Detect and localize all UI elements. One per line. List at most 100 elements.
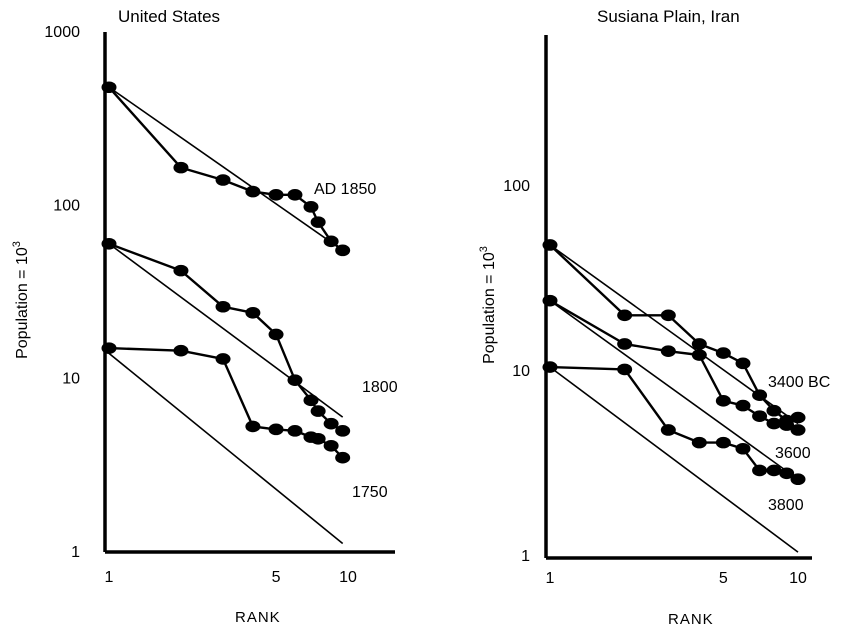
series-susiana-plain [542,239,806,553]
data-point [101,342,117,354]
data-point [215,353,231,365]
data-point [542,361,558,373]
rank-size-line [549,300,799,480]
data-point [790,411,806,424]
data-point [323,235,339,248]
data-point [323,439,339,452]
data-point [245,306,261,319]
data-point [790,473,806,486]
chart-title-united-states: United States [118,7,220,26]
y-tick-label: 100 [503,178,530,195]
data-point [735,442,751,455]
data-point [215,174,231,186]
series-label-3800: 3800 [768,497,804,514]
x-tick-label: 10 [339,569,357,586]
data-point [790,424,806,436]
series-label-3400-bc: 3400 BC [768,374,830,391]
x-tick-label: 1 [105,569,114,586]
x-tick-label: 1 [546,570,555,587]
x-tick-label: 5 [272,569,281,586]
data-point [245,420,261,433]
y-tick-label: 1 [521,548,530,565]
data-point [766,464,782,477]
rank-size-line [108,352,344,545]
data-point [766,417,782,430]
data-point [752,410,768,422]
data-point [173,161,189,174]
data-point [215,300,231,313]
series-label-1750: 1750 [352,484,388,501]
data-point [691,338,707,350]
rank-size-line [549,366,799,553]
data-point [101,237,117,250]
series-line [108,346,344,459]
y-tick-label: 1000 [44,24,80,41]
data-point [310,432,326,445]
data-point [691,436,707,449]
data-point [287,425,303,437]
y-tick-labels-united-states: 1 10 100 1000 [44,24,80,561]
data-point [542,239,558,251]
data-point [715,436,731,449]
series-label-ad-1850: AD 1850 [314,181,376,198]
y-axis-label-main: Population = 10 [14,247,31,359]
data-point [335,451,351,464]
series-label-3600: 3600 [775,445,811,462]
data-point [268,328,284,341]
rank-size-line [108,243,344,418]
data-point [268,189,284,201]
panel-susiana-plain: Susiana Plain, Iran 1 10 100 1 5 10 RANK Pop… [478,7,830,628]
data-point [715,395,731,407]
y-tick-label: 100 [53,197,80,214]
data-point [310,216,326,228]
data-point [335,425,351,437]
series-line [549,365,799,481]
data-point [779,419,795,431]
data-point [617,363,633,376]
y-tick-label: 10 [62,371,80,388]
data-point [617,309,633,322]
data-point [287,374,303,386]
data-point [303,394,319,407]
series-line [549,244,799,422]
data-point [245,185,261,198]
data-point [660,309,676,322]
rank-size-line [108,86,344,251]
data-point [766,404,782,417]
data-point [101,81,117,94]
series-line [108,86,344,252]
data-point [660,345,676,357]
y-axis-label-superscript: 3 [478,246,490,252]
y-axis-label-main: Population = 10 [481,252,498,364]
data-point [735,399,751,412]
y-tick-labels-susiana-plain: 1 10 100 [503,178,530,565]
x-tick-labels-susiana-plain: 1 5 10 [546,570,807,587]
x-tick-labels-united-states: 1 5 10 [105,569,357,586]
data-point [715,347,731,359]
data-point [173,264,189,277]
y-axis-label-superscript: 3 [11,241,23,247]
series-line [108,242,344,432]
y-axis-label-susiana-plain: Population = 103 [478,246,498,364]
data-point [310,405,326,417]
data-point [303,201,319,213]
y-tick-label: 10 [512,363,530,380]
data-point [779,467,795,480]
data-point [691,349,707,361]
data-point [542,294,558,307]
data-point [752,389,768,401]
data-point [287,189,303,201]
x-axis-label-susiana-plain: RANK [668,611,714,628]
x-tick-label: 10 [789,570,807,587]
data-point [660,424,676,436]
series-label-1800: 1800 [362,379,398,396]
data-point [617,338,633,350]
data-point [335,244,351,257]
data-point [173,344,189,357]
chart-title-susiana-plain: Susiana Plain, Iran [597,7,740,26]
data-point [268,423,284,436]
data-point [323,417,339,430]
y-tick-label: 1 [71,544,80,561]
